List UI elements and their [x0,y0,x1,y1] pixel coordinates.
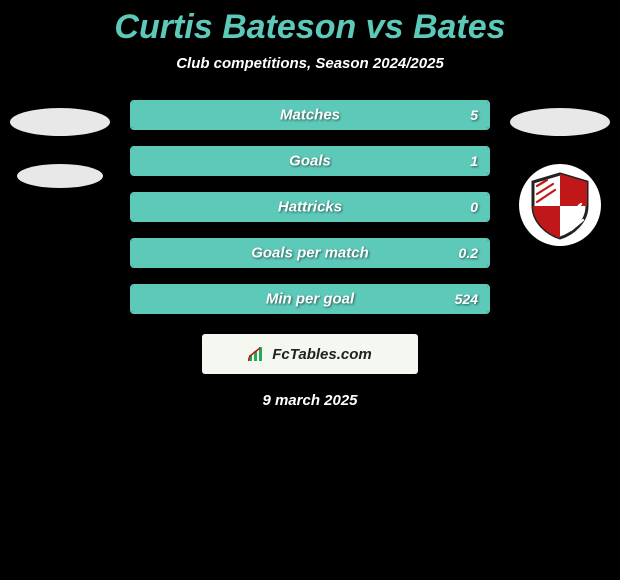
page-title: Curtis Bateson vs Bates [0,8,620,47]
left-logo-column [10,100,110,188]
snapshot-date: 9 march 2025 [0,392,620,409]
right-logo-column [510,100,610,246]
subtitle: Club competitions, Season 2024/2025 [0,55,620,72]
stat-value: 524 [455,291,478,307]
stat-value: 5 [470,107,478,123]
stat-value: 0.2 [459,245,478,261]
stat-label: Hattricks [278,199,342,216]
stat-label: Goals per match [251,245,369,262]
bars-chart-icon [248,345,266,363]
stat-label: Matches [280,107,340,124]
stat-bar-goals-per-match: Goals per match 0.2 [130,238,490,268]
team1-logo-placeholder-2 [17,164,103,188]
stat-bar-goals: Goals 1 [130,146,490,176]
stat-label: Goals [289,153,331,170]
stat-value: 1 [470,153,478,169]
team2-crest [519,164,601,246]
team2-logo-placeholder-1 [510,108,610,136]
stat-bar-matches: Matches 5 [130,100,490,130]
stats-bars-container: Matches 5 Goals 1 Hattricks 0 Goals per match 0… [130,100,490,314]
brand-label: FcTables.com [272,346,371,363]
stat-bar-min-per-goal: Min per goal 524 [130,284,490,314]
crest-shield-icon [525,170,595,240]
stat-bar-hattricks: Hattricks 0 [130,192,490,222]
stat-value: 0 [470,199,478,215]
stat-label: Min per goal [266,291,354,308]
team1-logo-placeholder-1 [10,108,110,136]
brand-badge[interactable]: FcTables.com [202,334,418,374]
